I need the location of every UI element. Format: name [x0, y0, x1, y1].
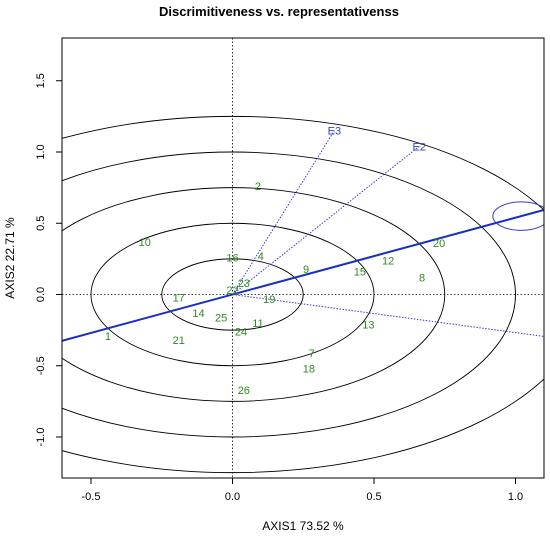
genotype-label: 20: [433, 238, 445, 250]
genotype-label: 25: [215, 312, 227, 324]
genotype-label: 12: [382, 255, 394, 267]
genotype-label: 21: [173, 335, 185, 347]
genotype-label: 3: [43, 321, 49, 333]
genotype-label: 24: [235, 327, 247, 339]
concentric-circle: [62, 187, 446, 402]
genotype-label: 13: [362, 319, 374, 331]
ideal-point-circle: [492, 201, 544, 231]
concentric-circle: [90, 222, 375, 367]
x-tick-label: -0.5: [82, 491, 101, 503]
average-environment-axis: [62, 208, 544, 342]
x-axis-label: AXIS1 73.52 %: [262, 519, 344, 533]
environment-label: E2: [413, 141, 426, 153]
genotype-label: 22: [226, 285, 238, 297]
x-tick-label: 0.5: [366, 491, 381, 503]
y-tick-label: -0.5: [35, 356, 47, 375]
genotype-label: 18: [303, 364, 315, 376]
x-tick-label: 0.0: [225, 491, 240, 503]
y-tick-label: -1.0: [35, 428, 47, 447]
genotype-label: 1: [105, 331, 111, 343]
x-tick-label: 1.0: [508, 491, 523, 503]
genotype-label: 10: [139, 237, 151, 249]
environment-vector: [232, 294, 544, 337]
concentric-circle: [161, 258, 304, 331]
environment-label: E3: [328, 126, 341, 138]
genotype-label: 16: [226, 252, 238, 264]
y-tick-label: 1.5: [35, 73, 47, 88]
plot-frame: [61, 37, 545, 479]
genotype-label: 4: [258, 251, 264, 263]
genotype-label: 23: [238, 278, 250, 290]
genotype-label: 2: [255, 181, 261, 193]
genotype-label: 14: [192, 308, 204, 320]
chart-title: Discrimitiveness vs. representativenss: [159, 4, 399, 19]
genotype-label: 8: [419, 272, 425, 284]
y-tick-label: 0.5: [35, 216, 47, 231]
x-axis: -1.0-0.50.00.51.01.52.0: [82, 478, 523, 503]
genotype-label: 7: [309, 348, 315, 360]
plot-area: E1E2E31234567891011121314151617181920212…: [43, 38, 544, 478]
genotype-label: 9: [303, 264, 309, 276]
y-tick-label: 1.0: [35, 144, 47, 159]
genotype-label: 11: [252, 318, 263, 330]
y-tick-label: 0.0: [35, 287, 47, 302]
y-axis-label: AXIS2 22.71 %: [3, 217, 17, 299]
y-axis: -1.0 -0.5 0.0 0.5 1.0 1.5: [35, 73, 62, 446]
genotype-label: 19: [263, 294, 275, 306]
genotype-label: 15: [354, 267, 366, 279]
concentric-circle: [62, 115, 544, 474]
genotype-label: 17: [173, 292, 185, 304]
environment-vector: [232, 130, 335, 295]
genotype-label: 26: [238, 385, 250, 397]
environment-vector: [232, 145, 420, 295]
concentric-circle: [62, 151, 516, 438]
